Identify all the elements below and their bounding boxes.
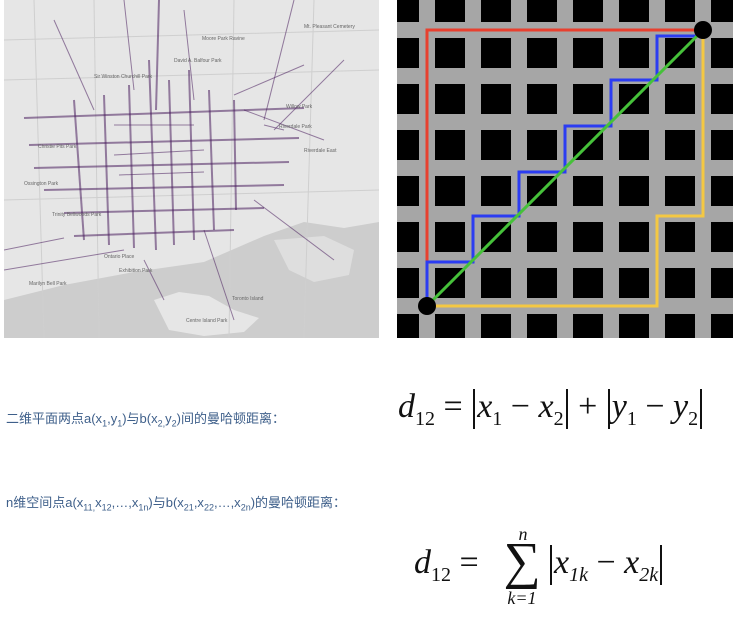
map-label: Riverdale Park — [279, 124, 312, 130]
map-label: Exhibition Park — [119, 268, 153, 274]
green-path — [425, 28, 705, 308]
map-label: David A. Balfour Park — [174, 58, 222, 64]
island-shape — [154, 292, 259, 336]
description-2d: 二维平面两点a(x1,y1)与b(x2,y2)间的曼哈顿距离： — [6, 411, 285, 429]
formula-nd: d12 = n ∑ k=1 x1k − x2k — [414, 524, 714, 614]
city-map-image: Moore Park Ravine David A. Balfour Park … — [4, 0, 379, 338]
map-label: Centre Island Park — [186, 318, 228, 324]
grid-svg — [397, 0, 733, 338]
end-point — [694, 21, 712, 39]
map-label: Riverdale East — [304, 148, 337, 154]
map-label: Ontario Place — [104, 254, 135, 260]
sum-lower-limit: k=1 — [507, 588, 537, 608]
port-lands — [274, 236, 354, 282]
sigma-symbol: ∑ — [503, 533, 541, 590]
map-label: Trinity Bellwoods Park — [52, 212, 102, 218]
map-label: Willow Park — [286, 104, 313, 110]
city-map-svg: Moore Park Ravine David A. Balfour Park … — [4, 0, 379, 338]
map-label: Sir Winston Churchill Park — [94, 74, 153, 80]
blue-path — [425, 30, 705, 306]
map-label: Marilyn Bell Park — [29, 281, 67, 287]
map-label: Christie Pits Park — [38, 144, 77, 150]
manhattan-grid-diagram — [397, 0, 733, 338]
yellow-path — [427, 30, 705, 308]
map-label: Mt. Pleasant Cemetery — [304, 24, 355, 30]
map-label: Moore Park Ravine — [202, 36, 245, 42]
map-label: Ossington Park — [24, 181, 59, 187]
sum-upper-limit: n — [518, 524, 528, 544]
formula-2d: d12 = x1 − x2 + y1 − y2 — [398, 388, 704, 431]
start-point — [418, 297, 436, 315]
description-nd: n维空间点a(x11,x12,…,x1n)与b(x21,x22,…,x2n)的曼… — [6, 495, 347, 513]
red-path — [425, 28, 703, 306]
map-label: Toronto Island — [232, 296, 264, 302]
